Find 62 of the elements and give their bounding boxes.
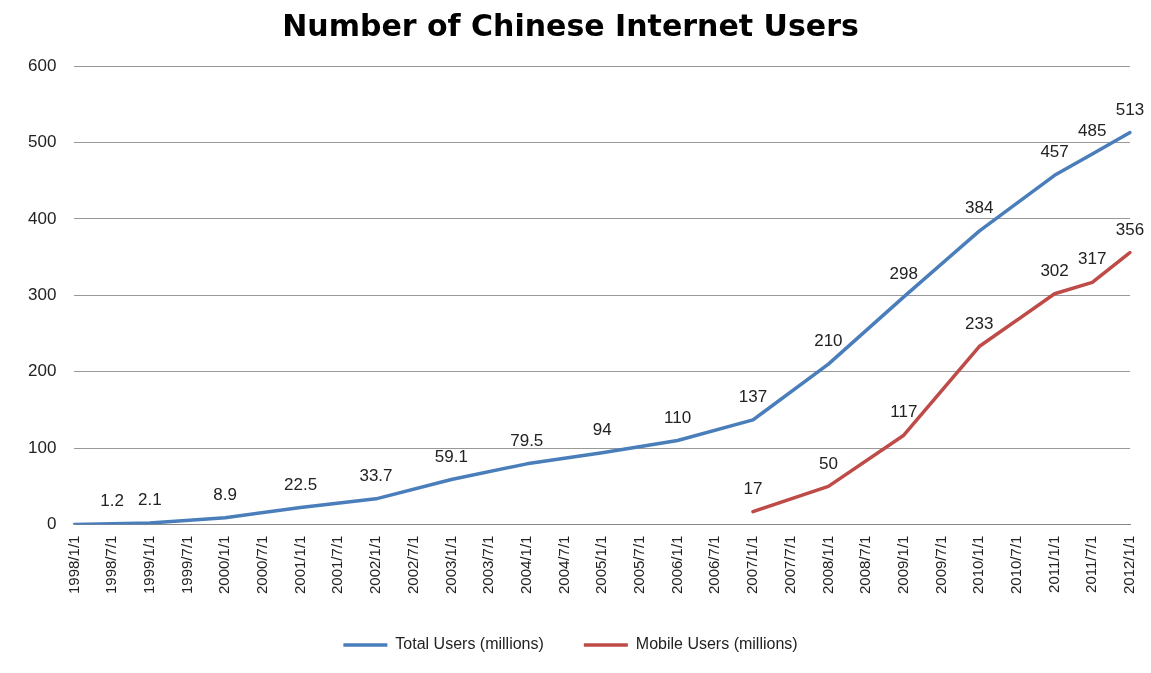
x-tick-label: 2000/1/1 (215, 535, 233, 594)
x-tick-label: 2005/1/1 (592, 535, 610, 594)
x-tick-label: 2002/7/1 (403, 535, 421, 594)
y-tick-label: 600 (27, 55, 57, 75)
data-label: 302 (1040, 260, 1069, 280)
x-tick-label: 2003/1/1 (441, 535, 459, 594)
x-tick-label: 2010/7/1 (1007, 535, 1025, 594)
x-tick-label: 2008/7/1 (856, 535, 874, 594)
data-label: 384 (965, 198, 994, 218)
x-tick-label: 2006/7/1 (705, 535, 723, 594)
x-tick-label: 2007/7/1 (780, 535, 798, 594)
y-tick-label: 100 (27, 437, 57, 457)
x-tick-label: 2009/7/1 (931, 535, 949, 594)
data-label: 94 (592, 419, 612, 439)
x-tick-label: 2000/7/1 (253, 535, 271, 594)
data-label: 1.2 (100, 490, 124, 510)
data-label: 137 (738, 387, 768, 407)
x-tick-label: 2011/7/1 (1082, 535, 1100, 593)
data-label: 50 (818, 453, 838, 473)
x-tick-label: 2002/1/1 (366, 535, 384, 594)
x-tick-label: 2005/7/1 (630, 535, 648, 594)
x-tick-label: 2008/1/1 (818, 535, 836, 594)
data-label: 317 (1078, 249, 1107, 269)
y-tick-label: 500 (27, 132, 57, 152)
data-label: 2.1 (137, 490, 162, 510)
data-label: 298 (889, 264, 918, 284)
data-label: 33.7 (359, 466, 393, 486)
data-label: 485 (1078, 121, 1107, 141)
y-tick-label: 300 (27, 284, 57, 304)
data-label: 59.1 (434, 446, 468, 466)
data-label: 513 (1115, 99, 1145, 119)
legend-label: Mobile Users (millions) (635, 635, 798, 653)
x-tick-label: 1999/1/1 (139, 535, 157, 594)
x-tick-label: 2001/1/1 (290, 535, 308, 594)
y-tick-label: 200 (27, 361, 57, 381)
data-label: 110 (664, 407, 692, 427)
x-tick-label: 2007/1/1 (743, 535, 761, 594)
data-label: 22.5 (284, 474, 318, 494)
x-tick-label: 2003/7/1 (479, 535, 497, 594)
legend-label: Total Users (millions) (395, 635, 544, 653)
x-tick-label: 2006/1/1 (667, 535, 685, 594)
data-label: 457 (1040, 142, 1069, 162)
x-tick-label: 2011/1/1 (1044, 535, 1062, 593)
x-tick-label: 1998/7/1 (102, 535, 120, 594)
x-tick-label: 2009/1/1 (893, 535, 911, 594)
y-tick-label: 0 (46, 514, 57, 534)
x-tick-label: 2001/7/1 (328, 535, 346, 594)
y-tick-label: 400 (27, 208, 57, 228)
data-label: 233 (965, 313, 994, 333)
data-label: 79.5 (510, 431, 544, 451)
x-tick-label: 1998/1/1 (64, 535, 82, 594)
x-tick-label: 2010/1/1 (969, 535, 987, 594)
x-tick-label: 1999/7/1 (177, 535, 195, 594)
data-label: 8.9 (213, 485, 237, 504)
x-tick-label: 2004/7/1 (554, 535, 572, 594)
x-tick-label: 2004/1/1 (516, 535, 534, 594)
data-label: 356 (1115, 219, 1145, 239)
x-tick-label: 2012/1/1 (1120, 535, 1138, 594)
data-label: 210 (814, 331, 843, 351)
chart-title: Number of Chinese Internet Users (282, 7, 859, 43)
data-label: 117 (890, 402, 918, 422)
data-label: 17 (743, 478, 763, 498)
